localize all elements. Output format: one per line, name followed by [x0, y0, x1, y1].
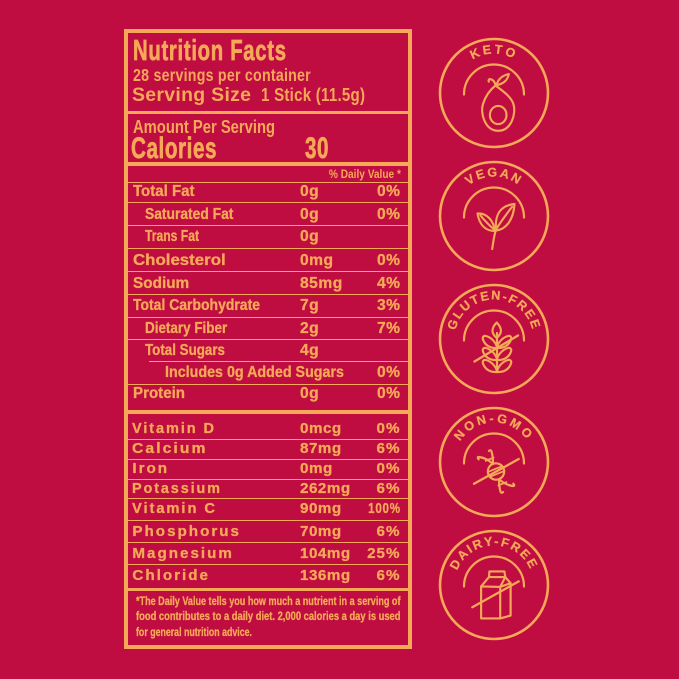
svg-text:KETO: KETO: [468, 42, 520, 62]
svg-text:DAIRY-FREE: DAIRY-FREE: [447, 535, 541, 573]
svg-text:VEGAN: VEGAN: [463, 165, 526, 188]
